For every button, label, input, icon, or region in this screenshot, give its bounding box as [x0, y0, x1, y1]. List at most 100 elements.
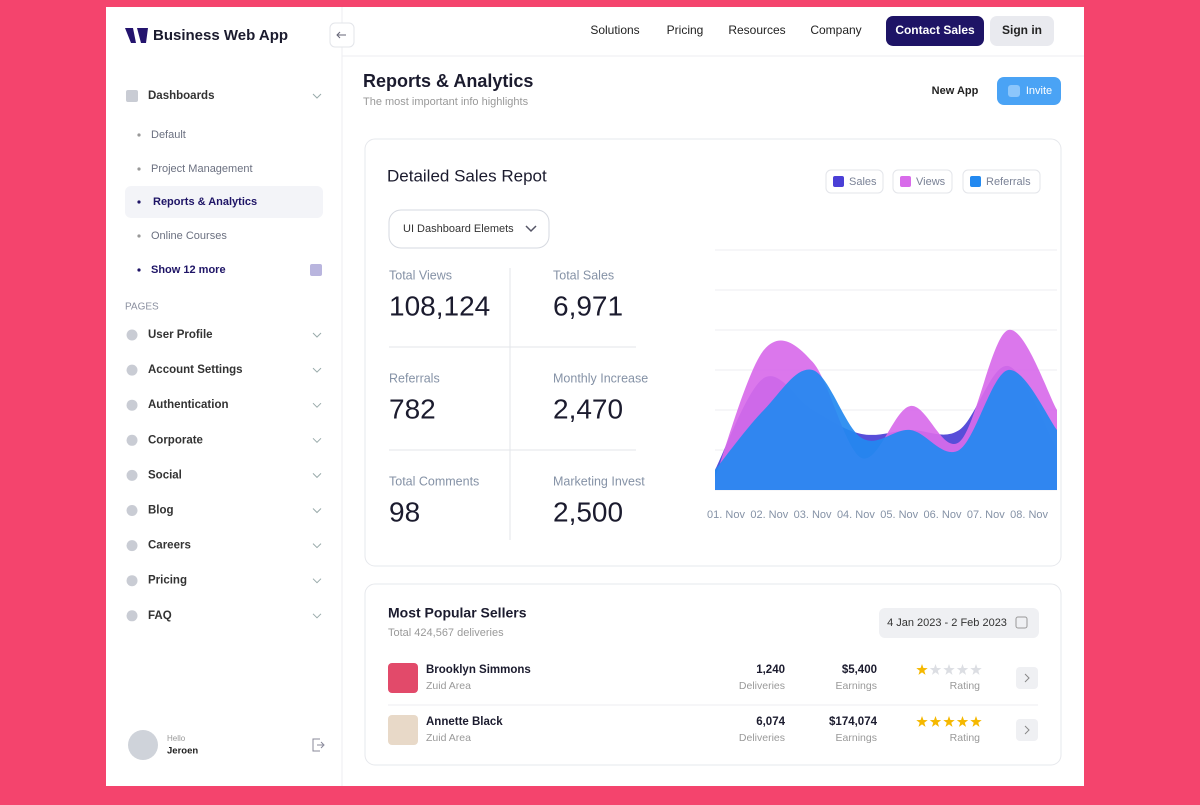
dropdown-label: UI Dashboard Elemets — [403, 223, 514, 235]
show-more[interactable]: Show 12 more — [151, 264, 226, 276]
nav-group[interactable]: Social — [148, 469, 182, 481]
nav-link[interactable]: Resources — [728, 23, 785, 37]
contact-button[interactable] — [886, 16, 984, 46]
chevron — [312, 402, 322, 408]
invite-label: Invite — [1026, 85, 1052, 97]
icon — [126, 364, 138, 376]
deliveries: 1,240 — [756, 664, 785, 676]
stat-label: Referrals — [389, 371, 440, 385]
nav-group[interactable]: Careers — [148, 540, 191, 552]
nav-group[interactable]: Corporate — [148, 434, 203, 446]
x-tick-label: 06. Nov — [924, 509, 962, 521]
row-chevron — [1024, 673, 1030, 683]
stat-value: 98 — [389, 496, 420, 527]
row-button[interactable] — [1016, 719, 1038, 741]
calendar-icon — [1015, 616, 1028, 629]
legend-label: Views — [916, 176, 946, 188]
dropdown[interactable] — [388, 209, 550, 249]
stat-value: 2,500 — [553, 496, 623, 527]
invite-button[interactable] — [997, 77, 1061, 105]
chevron — [312, 473, 322, 479]
rating-star — [943, 716, 955, 727]
seller-area: Zuid Area — [426, 680, 471, 692]
date-range: 4 Jan 2023 - 2 Feb 2023 — [887, 617, 1007, 629]
icon — [126, 329, 138, 341]
rating-label: Rating — [950, 680, 981, 692]
date-chip[interactable] — [879, 608, 1039, 638]
nav-item[interactable]: Online Courses — [151, 230, 227, 242]
legend-chip[interactable] — [962, 169, 1041, 194]
plus-icon — [310, 264, 322, 276]
x-tick-label: 01. Nov — [707, 509, 745, 521]
nav-group[interactable]: Blog — [148, 505, 174, 517]
deliveries-label: Deliveries — [739, 732, 785, 744]
chevron — [312, 613, 322, 619]
chevron — [312, 332, 322, 338]
legend-label: Referrals — [986, 176, 1031, 188]
signin-label: Sign in — [1002, 23, 1042, 37]
stat-label: Total Comments — [389, 474, 479, 488]
rating-star — [916, 664, 928, 675]
nav-group[interactable]: Authentication — [148, 399, 229, 411]
rating-star — [956, 664, 969, 675]
nav-group[interactable]: Account Settings — [148, 364, 243, 376]
seller-avatar — [388, 715, 418, 745]
nav-group[interactable]: Dashboards — [148, 90, 214, 102]
user-avatar — [128, 730, 158, 760]
user-name: Jeroen — [167, 746, 198, 757]
report-title: Detailed Sales Repot — [387, 166, 547, 185]
chevron — [312, 437, 322, 444]
icon — [126, 575, 138, 587]
new-app[interactable]: New App — [932, 85, 979, 97]
icon — [126, 469, 138, 481]
x-tick-label: 02. Nov — [750, 509, 788, 521]
nav-group[interactable]: Pricing — [148, 575, 187, 587]
chevron — [312, 543, 322, 549]
active-item-bg — [125, 186, 323, 218]
seller-name: Annette Black — [426, 716, 503, 728]
signin-button[interactable] — [990, 16, 1054, 46]
row-button[interactable] — [1016, 667, 1038, 689]
deliveries: 6,074 — [756, 716, 785, 728]
nav-link[interactable]: Company — [810, 23, 861, 37]
nav-item[interactable]: Project Management — [151, 163, 253, 175]
icon — [126, 505, 138, 516]
nav-group[interactable]: FAQ — [148, 610, 172, 622]
bullet — [137, 268, 141, 272]
stat-label: Monthly Increase — [553, 371, 648, 385]
icon — [126, 540, 138, 552]
report-card — [364, 138, 1062, 567]
legend-chip[interactable] — [825, 169, 884, 194]
stat-value: 108,124 — [389, 290, 490, 321]
earnings: $5,400 — [842, 664, 877, 676]
rating-star — [916, 716, 928, 727]
chevron — [312, 367, 322, 373]
nav-item[interactable]: Reports & Analytics — [153, 196, 257, 208]
area — [715, 369, 1057, 490]
logout-icon[interactable] — [312, 738, 325, 752]
rating-star — [970, 716, 982, 727]
nav-group[interactable]: User Profile — [148, 329, 213, 341]
earnings-label: Earnings — [836, 680, 877, 692]
nav-link[interactable]: Solutions — [590, 23, 639, 37]
seller-name: Brooklyn Simmons — [426, 664, 531, 676]
page-title: Reports & Analytics — [363, 71, 533, 91]
greeting: Hello — [167, 734, 186, 743]
bullet — [137, 133, 141, 137]
legend-swatch — [833, 176, 844, 187]
dropdown-chevron — [525, 225, 537, 233]
x-tick-label: 03. Nov — [794, 509, 832, 521]
legend-swatch — [970, 176, 981, 187]
stat-value: 6,971 — [553, 290, 623, 321]
stat-label: Marketing Invest — [553, 474, 645, 488]
stat-label: Total Views — [389, 268, 452, 282]
legend-chip[interactable] — [892, 169, 953, 194]
nav-link[interactable]: Pricing — [667, 23, 704, 37]
rating-star — [929, 716, 942, 727]
x-tick-label: 05. Nov — [880, 509, 918, 521]
icon — [126, 610, 138, 622]
nav-item[interactable]: Default — [151, 129, 186, 141]
seller-area: Zuid Area — [426, 732, 471, 744]
chevron — [312, 93, 322, 99]
